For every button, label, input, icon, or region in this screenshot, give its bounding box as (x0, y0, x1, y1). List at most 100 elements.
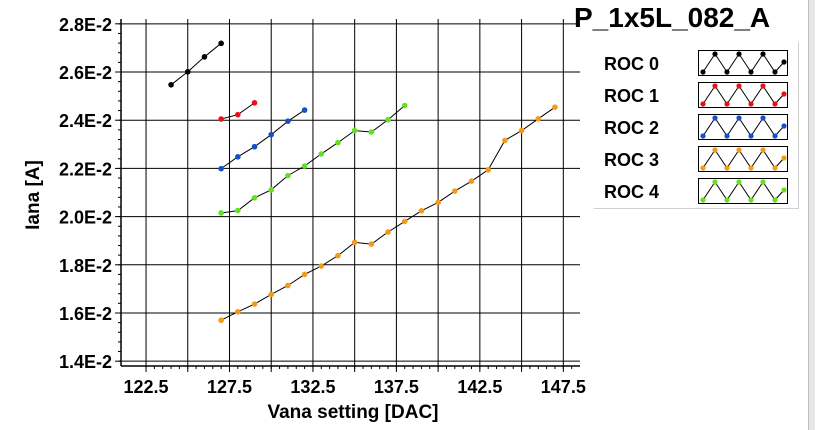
data-point-roc-3 (485, 167, 492, 173)
data-point-roc-0 (184, 68, 191, 75)
legend-swatch-marker (772, 101, 778, 107)
data-point-roc-3 (468, 178, 475, 184)
data-point-roc-3 (251, 301, 258, 307)
data-point-roc-3 (301, 271, 308, 278)
data-point-roc-3 (318, 263, 325, 269)
legend-swatch-marker (724, 133, 730, 139)
x-tick-label: 147.5 (541, 377, 586, 397)
legend-swatch-marker (772, 133, 778, 139)
data-point-roc-4 (268, 187, 275, 193)
data-point-roc-2 (251, 143, 258, 150)
y-tick-label: 1.6E-2 (59, 304, 112, 324)
legend-swatch (698, 146, 788, 172)
data-point-roc-0 (168, 81, 174, 88)
data-point-roc-3 (401, 218, 408, 225)
tick-labels: 122.5 127.5 132.5 137.5 142.5 147.5 1.4E-2 1.6E… (59, 15, 586, 397)
series-line-roc-2 (220, 109, 305, 170)
data-point-roc-3 (418, 208, 425, 214)
legend-label: ROC 4 (604, 182, 660, 202)
legend-swatch-marker (772, 69, 778, 75)
legend-label: ROC 2 (604, 118, 660, 138)
legend-label: ROC 0 (604, 54, 660, 74)
legend-swatch-marker (724, 165, 730, 171)
legend-swatch (698, 50, 788, 76)
legend-swatch-marker (700, 69, 706, 75)
data-point-roc-3 (218, 317, 224, 324)
series-line-roc-4 (221, 105, 406, 214)
legend-swatch-line (702, 149, 785, 169)
chart-title: P_1x5L_082_A (574, 2, 771, 33)
data-point-roc-4 (301, 163, 308, 169)
legend-swatch-marker (781, 91, 787, 97)
data-point-roc-3 (285, 282, 291, 289)
data-point-roc-3 (502, 137, 508, 144)
legend-swatch-marker (712, 83, 718, 89)
series-roc-4 (218, 102, 408, 216)
axes (115, 19, 580, 372)
data-point-roc-0 (218, 40, 224, 47)
legend-swatch-line (702, 181, 785, 201)
legend-swatch-marker (712, 147, 718, 153)
series-roc-1 (218, 100, 258, 122)
legend-swatch-marker (760, 179, 766, 185)
data-point-roc-2 (218, 165, 224, 172)
data-point-roc-4 (385, 116, 391, 123)
legend-swatch-marker (781, 187, 787, 193)
legend-swatch-marker (748, 101, 754, 107)
legend-swatch-marker (700, 197, 706, 203)
data-point-roc-3 (268, 291, 275, 298)
legend-swatch-marker (781, 123, 787, 129)
legend-swatch-marker (700, 165, 706, 171)
series-roc-2 (218, 107, 308, 172)
x-axis-label: Vana setting [DAC] (267, 402, 438, 423)
series-layer (168, 40, 558, 324)
data-point-roc-3 (235, 308, 241, 315)
legend-entry-roc-3: ROC 3 (594, 146, 798, 174)
data-point-roc-3 (518, 127, 525, 134)
legend-swatch-marker (760, 115, 766, 121)
y-axis-label: Iana [A] (23, 160, 44, 230)
legend-label: ROC 1 (604, 86, 660, 106)
data-point-roc-4 (285, 172, 291, 179)
legend-swatch-marker (748, 133, 754, 139)
legend-swatch-marker (748, 165, 754, 171)
legend-swatch-marker (760, 51, 766, 57)
legend-swatch-line (702, 53, 785, 73)
data-point-roc-3 (385, 229, 391, 235)
series-roc-0 (168, 40, 224, 88)
legend-swatch-marker (724, 101, 730, 107)
data-point-roc-1 (218, 116, 224, 122)
data-point-roc-4 (401, 102, 408, 109)
data-point-roc-0 (201, 54, 208, 60)
data-point-roc-1 (235, 111, 241, 118)
data-point-roc-3 (435, 199, 441, 206)
legend-swatch-marker (724, 197, 730, 203)
window-edge (808, 0, 815, 430)
legend-swatch-marker (760, 147, 766, 153)
legend-swatch-marker (781, 155, 787, 161)
legend-swatch-line (702, 117, 785, 137)
legend-swatch-marker (772, 165, 778, 171)
legend-swatch-marker (736, 115, 742, 121)
legend-swatch-marker (772, 197, 778, 203)
legend-swatch-marker (736, 179, 742, 185)
data-point-roc-3 (351, 239, 358, 246)
y-tick-label: 2.2E-2 (59, 159, 112, 179)
x-tick-label: 127.5 (207, 377, 252, 397)
x-tick-label: 132.5 (290, 377, 335, 397)
data-point-roc-2 (301, 107, 308, 113)
legend-swatch-marker (736, 83, 742, 89)
legend-swatch-marker (700, 101, 706, 107)
legend-swatch-marker (712, 115, 718, 121)
data-point-roc-4 (235, 207, 241, 214)
data-point-roc-2 (268, 131, 275, 138)
legend-swatch-marker (781, 59, 787, 65)
y-tick-label: 2.8E-2 (59, 15, 112, 35)
y-tick-label: 2.0E-2 (59, 208, 112, 228)
legend-swatch-marker (700, 133, 706, 139)
legend-swatch-marker (748, 197, 754, 203)
data-point-roc-2 (285, 118, 291, 124)
y-tick-label: 1.8E-2 (59, 256, 112, 276)
